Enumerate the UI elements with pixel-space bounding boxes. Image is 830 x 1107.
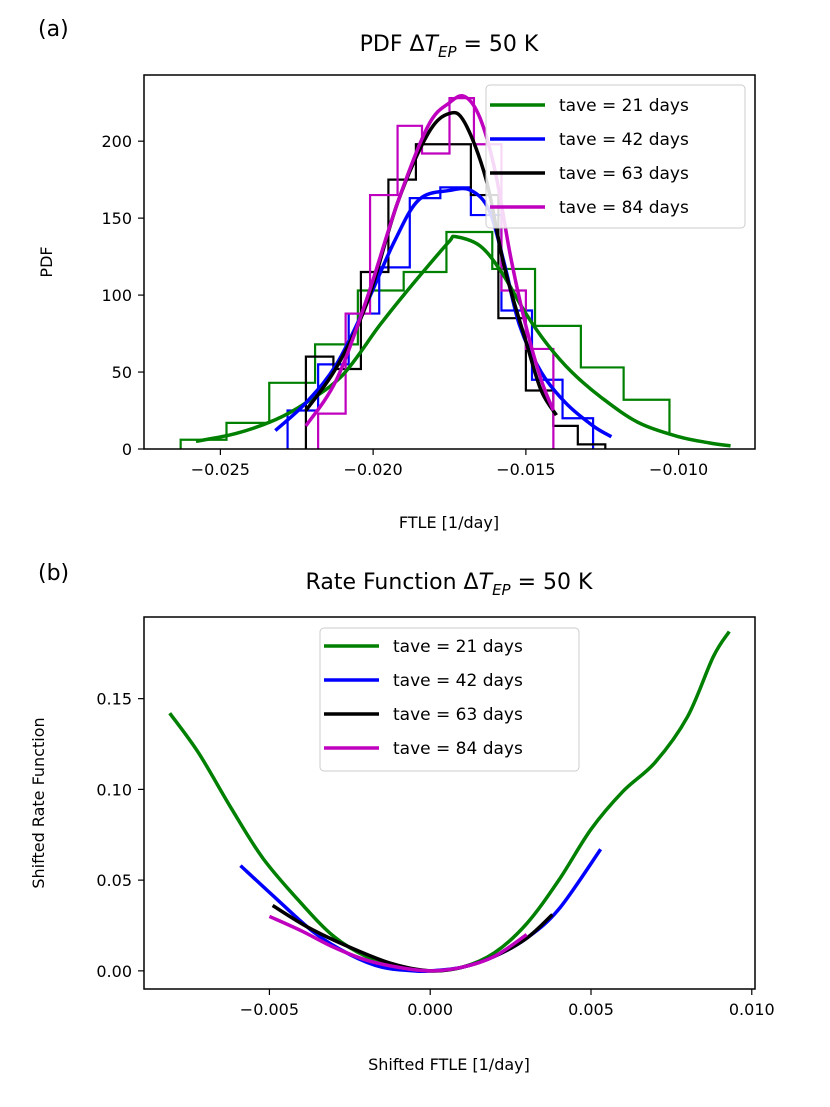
chart-a-kde-curves [195, 93, 731, 448]
chart-a-xtick-label: −0.015 [496, 460, 555, 479]
chart-a-ytick-label: 0 [122, 440, 132, 459]
kde-curve-84-days [304, 93, 555, 427]
histogram-63-days [304, 143, 607, 449]
rate-curve-84-days [268, 914, 528, 973]
chart-a-xtick-label: −0.020 [344, 460, 403, 479]
panel-a-label: (a) [38, 17, 69, 42]
chart-b-axes-frame [143, 616, 756, 990]
chart-a-title: PDF ΔTEP = 50 K [360, 32, 539, 61]
chart-b-legend-label: tave = 84 days [393, 739, 523, 759]
chart-b-xlabel: Shifted FTLE [1/day] [368, 1055, 530, 1074]
chart-b-xtick-label: 0.005 [568, 1000, 614, 1019]
chart-b-legend-label: tave = 42 days [393, 671, 523, 691]
chart-a-legend-label: tave = 63 days [559, 164, 689, 184]
chart-b-ytick-label: 0.00 [96, 962, 132, 981]
chart-b-legend-label: tave = 63 days [393, 705, 523, 725]
chart-b-ytick-label: 0.05 [96, 871, 132, 890]
chart-a-ytick-label: 200 [101, 132, 132, 151]
chart-a-axes-frame [143, 74, 756, 450]
chart-b-legend: tave = 21 days tave = 42 days tave = 63 da… [319, 627, 580, 772]
chart-b-xtick-label: 0.010 [729, 1000, 775, 1019]
chart-a-legend-label: tave = 84 days [559, 198, 689, 218]
chart-a-ytick-label: 150 [101, 209, 132, 228]
chart-a-legend: tave = 21 days tave = 42 days tave = 63 da… [485, 84, 746, 229]
chart-b-ylabel: Shifted Rate Function [29, 717, 48, 888]
chart-a-legend-label: tave = 42 days [559, 130, 689, 150]
chart-a-ylabel: PDF [37, 246, 56, 277]
chart-a-ytick-label: 50 [112, 363, 132, 382]
chart-a-legend-box [485, 84, 746, 229]
chart-a-xtick-label: −0.025 [191, 460, 250, 479]
chart-b-ytick-label: 0.10 [96, 780, 132, 799]
chart-b-title: Rate Function ΔTEP = 50 K [306, 570, 593, 599]
chart-b-xtick-label: 0.000 [407, 1000, 453, 1019]
chart-a-xtick-label: −0.010 [649, 460, 708, 479]
chart-b-xtick-label: −0.005 [240, 1000, 299, 1019]
chart-b-ticks: −0.005 0.000 0.005 0.010 0.00 0.05 0.10 0.15 [96, 690, 774, 1019]
chart-a-ytick-label: 100 [101, 286, 132, 305]
chart-a-xlabel: FTLE [1/day] [399, 513, 499, 532]
chart-a-legend-label: tave = 21 days [559, 96, 689, 116]
histogram-84-days [317, 96, 555, 449]
chart-b-curves [168, 630, 731, 974]
chart-b-ytick-label: 0.15 [96, 690, 132, 709]
chart-b-legend-box [319, 627, 580, 772]
panel-b-rate-function: Rate Function ΔTEP = 50 K −0.005 0.000 0.0… [29, 570, 775, 1074]
panel-b-label: (b) [38, 561, 69, 586]
chart-a-ticks: −0.025 −0.020 −0.015 −0.010 0 50 100 150 200 [101, 132, 708, 479]
chart-b-legend-label: tave = 21 days [393, 637, 523, 657]
panel-a-pdf: PDF ΔTEP = 50 K −0.025 −0.020 −0.015 −0.010… [37, 32, 756, 532]
